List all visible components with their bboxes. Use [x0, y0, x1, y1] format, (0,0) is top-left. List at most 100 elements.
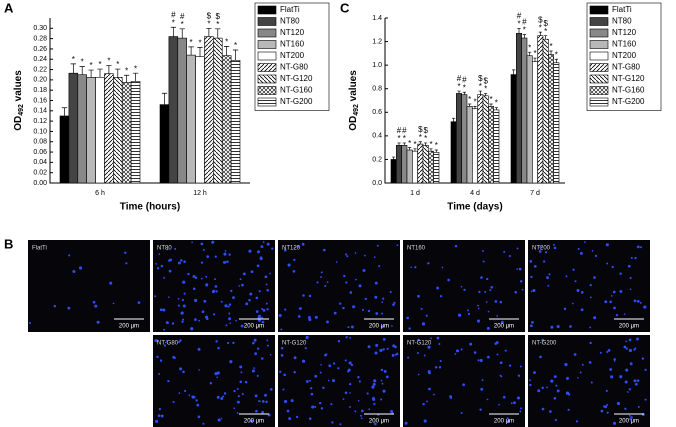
bar: [450, 121, 457, 184]
bar: [488, 106, 494, 184]
error-bar: [97, 68, 103, 78]
bar: [433, 152, 440, 184]
cell-nucleus: [361, 308, 365, 311]
cell-nucleus: [167, 379, 170, 383]
cell-nucleus: [476, 319, 481, 323]
significance-marker: #: [402, 126, 407, 135]
bar: [553, 62, 560, 184]
cell-nucleus: [392, 303, 395, 306]
error-bar: [434, 149, 438, 153]
error-bar: [549, 50, 553, 55]
cell-nucleus: [205, 283, 209, 287]
cell-nucleus: [252, 341, 255, 345]
significance-marker: $: [418, 125, 423, 134]
legend-swatch: [257, 63, 277, 72]
cell-nucleus: [479, 408, 482, 411]
cell-nucleus: [467, 312, 471, 316]
cell-nucleus: [521, 288, 524, 291]
significance-marker: *: [216, 20, 219, 29]
cell-nucleus: [222, 395, 225, 398]
cell-nucleus: [79, 266, 83, 270]
y-axis-label: OD492 values: [348, 70, 360, 131]
cell-nucleus: [439, 294, 443, 298]
cell-nucleus: [233, 390, 236, 393]
cell-nucleus: [256, 374, 259, 377]
cell-nucleus: [320, 407, 324, 410]
error-bar: [124, 74, 130, 83]
cell-nucleus: [256, 347, 260, 350]
cell-nucleus: [389, 290, 392, 294]
cell-nucleus: [416, 352, 419, 354]
cell-nucleus: [607, 349, 611, 352]
cell-nucleus: [158, 372, 161, 375]
cell-nucleus: [228, 312, 231, 315]
significance-marker: *: [234, 41, 237, 50]
scale-bar-label: 200 μm: [619, 419, 639, 425]
cell-nucleus: [423, 419, 427, 423]
cell-nucleus: [172, 400, 175, 404]
bar: [159, 104, 170, 184]
cell-nucleus: [125, 262, 128, 265]
cell-nucleus: [314, 374, 318, 378]
cell-nucleus: [286, 409, 290, 413]
error-bar: [179, 28, 185, 39]
cell-nucleus: [216, 376, 218, 379]
significance-marker: *: [523, 26, 526, 35]
cell-nucleus: [420, 307, 423, 310]
cell-nucleus: [177, 261, 181, 265]
cell-nucleus: [163, 344, 167, 347]
cell-nucleus: [330, 403, 333, 406]
cell-nucleus: [610, 295, 613, 297]
legend-swatch: [589, 63, 609, 72]
y-tick-label: 0.00: [33, 180, 47, 187]
significance-marker: *: [489, 95, 492, 104]
cell-nucleus: [519, 410, 522, 413]
cell-nucleus: [594, 254, 598, 258]
cell-nucleus: [553, 396, 557, 400]
error-bar: [478, 90, 482, 95]
cell-nucleus: [205, 275, 208, 278]
cell-nucleus: [385, 375, 389, 379]
cell-nucleus: [194, 276, 198, 280]
cell-nucleus: [572, 268, 575, 271]
cell-nucleus: [537, 389, 541, 393]
cell-nucleus: [197, 347, 201, 351]
cell-nucleus: [358, 380, 361, 383]
significance-marker: *: [198, 39, 201, 48]
bar: [456, 93, 462, 184]
scale-bar-label: 200 μm: [369, 419, 389, 425]
cell-nucleus: [612, 421, 617, 425]
cell-nucleus: [530, 324, 533, 328]
significance-marker: *: [473, 98, 476, 107]
error-bar: [232, 49, 239, 61]
cell-nucleus: [628, 338, 632, 342]
cell-nucleus: [332, 379, 336, 383]
cell-nucleus: [220, 397, 224, 401]
cell-nucleus: [191, 241, 193, 244]
cell-nucleus: [214, 285, 218, 288]
error-bar: [522, 34, 526, 39]
micrograph: [403, 335, 525, 427]
significance-marker: #: [517, 12, 522, 21]
cell-nucleus: [304, 347, 307, 350]
cell-nucleus: [477, 307, 480, 310]
cell-nucleus: [394, 345, 397, 349]
cell-nucleus: [342, 398, 345, 400]
cell-nucleus: [320, 271, 323, 274]
cell-nucleus: [251, 369, 255, 373]
cell-nucleus: [422, 402, 425, 406]
cell-nucleus: [177, 304, 180, 307]
cell-nucleus: [619, 375, 623, 379]
error-bar: [79, 66, 85, 75]
error-bar: [429, 148, 433, 152]
cell-nucleus: [174, 247, 177, 250]
significance-marker: *: [555, 50, 558, 59]
cell-nucleus: [619, 272, 622, 275]
cell-nucleus: [182, 370, 185, 374]
significance-marker: *: [172, 18, 175, 27]
cell-nucleus: [520, 407, 522, 410]
cell-nucleus: [379, 348, 383, 352]
bar: [77, 74, 87, 184]
legend-swatch: [257, 97, 277, 107]
cell-nucleus: [156, 355, 159, 359]
